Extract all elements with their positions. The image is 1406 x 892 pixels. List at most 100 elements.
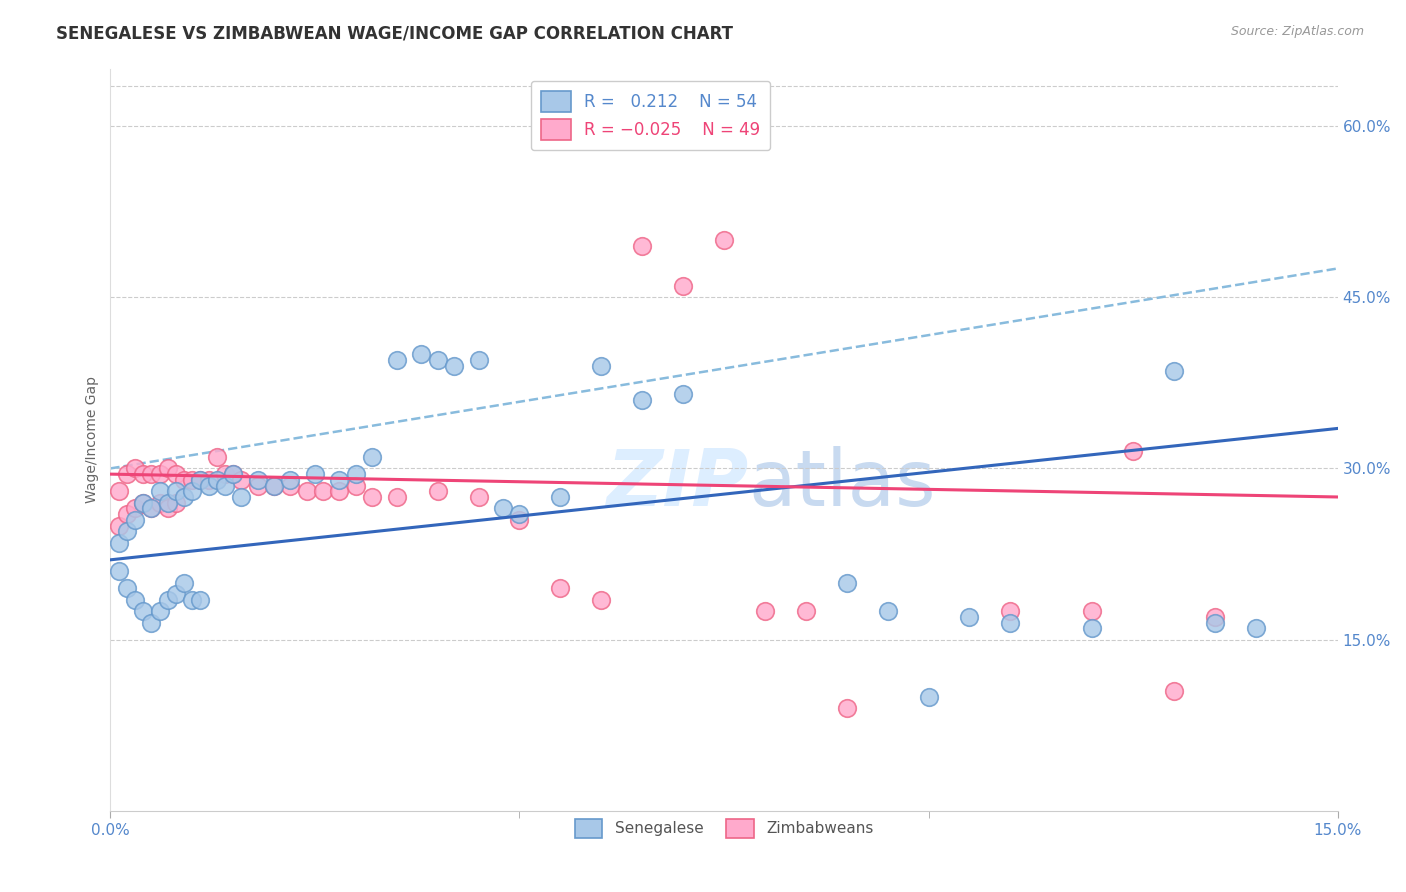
Point — [141, 467, 163, 482]
Point — [190, 473, 212, 487]
Point — [148, 484, 170, 499]
Point — [107, 535, 129, 549]
Point — [1000, 604, 1022, 618]
Point — [344, 467, 367, 482]
Point — [1122, 444, 1144, 458]
Point — [550, 582, 572, 596]
Point — [1163, 364, 1185, 378]
Point — [1081, 604, 1104, 618]
Point — [231, 490, 253, 504]
Point — [835, 701, 858, 715]
Point — [344, 478, 367, 492]
Point — [263, 478, 285, 492]
Point — [1204, 610, 1226, 624]
Point — [280, 473, 302, 487]
Point — [115, 507, 138, 521]
Point — [328, 473, 350, 487]
Point — [107, 484, 129, 499]
Point — [246, 473, 269, 487]
Point — [115, 467, 138, 482]
Point — [214, 467, 236, 482]
Point — [165, 467, 187, 482]
Point — [173, 490, 195, 504]
Legend: Senegalese, Zimbabweans: Senegalese, Zimbabweans — [568, 813, 879, 845]
Point — [181, 484, 204, 499]
Point — [492, 501, 515, 516]
Point — [443, 359, 465, 373]
Point — [165, 587, 187, 601]
Point — [141, 501, 163, 516]
Point — [672, 387, 695, 401]
Point — [876, 604, 898, 618]
Point — [385, 490, 408, 504]
Point — [917, 690, 939, 704]
Point — [124, 592, 146, 607]
Point — [205, 473, 228, 487]
Point — [132, 467, 155, 482]
Point — [141, 615, 163, 630]
Point — [467, 490, 489, 504]
Point — [631, 238, 654, 252]
Point — [411, 347, 433, 361]
Point — [426, 484, 449, 499]
Point — [148, 496, 170, 510]
Point — [148, 604, 170, 618]
Point — [124, 501, 146, 516]
Point — [385, 352, 408, 367]
Point — [959, 610, 981, 624]
Point — [1244, 621, 1267, 635]
Point — [591, 359, 613, 373]
Point — [591, 592, 613, 607]
Point — [328, 484, 350, 499]
Point — [231, 473, 253, 487]
Point — [173, 575, 195, 590]
Point — [107, 518, 129, 533]
Point — [115, 524, 138, 539]
Point — [107, 564, 129, 578]
Point — [1000, 615, 1022, 630]
Point — [1081, 621, 1104, 635]
Point — [197, 478, 219, 492]
Point — [132, 604, 155, 618]
Point — [631, 392, 654, 407]
Point — [156, 592, 179, 607]
Point — [190, 592, 212, 607]
Point — [794, 604, 817, 618]
Point — [361, 490, 384, 504]
Point — [222, 467, 245, 482]
Point — [165, 484, 187, 499]
Point — [124, 461, 146, 475]
Point — [132, 496, 155, 510]
Point — [508, 507, 530, 521]
Text: Source: ZipAtlas.com: Source: ZipAtlas.com — [1230, 25, 1364, 38]
Point — [550, 490, 572, 504]
Text: SENEGALESE VS ZIMBABWEAN WAGE/INCOME GAP CORRELATION CHART: SENEGALESE VS ZIMBABWEAN WAGE/INCOME GAP… — [56, 25, 734, 43]
Point — [156, 496, 179, 510]
Point — [713, 233, 735, 247]
Point — [197, 473, 219, 487]
Point — [246, 478, 269, 492]
Point — [312, 484, 335, 499]
Y-axis label: Wage/Income Gap: Wage/Income Gap — [86, 376, 100, 503]
Point — [835, 575, 858, 590]
Point — [173, 473, 195, 487]
Point — [263, 478, 285, 492]
Point — [304, 467, 326, 482]
Point — [672, 278, 695, 293]
Point — [148, 467, 170, 482]
Point — [214, 478, 236, 492]
Point — [124, 513, 146, 527]
Point — [1204, 615, 1226, 630]
Text: atlas: atlas — [748, 446, 936, 523]
Point — [280, 478, 302, 492]
Point — [508, 513, 530, 527]
Point — [132, 496, 155, 510]
Text: ZIP: ZIP — [606, 446, 748, 523]
Point — [165, 496, 187, 510]
Point — [295, 484, 318, 499]
Point — [222, 467, 245, 482]
Point — [1163, 684, 1185, 698]
Point — [205, 450, 228, 464]
Point — [156, 461, 179, 475]
Point — [467, 352, 489, 367]
